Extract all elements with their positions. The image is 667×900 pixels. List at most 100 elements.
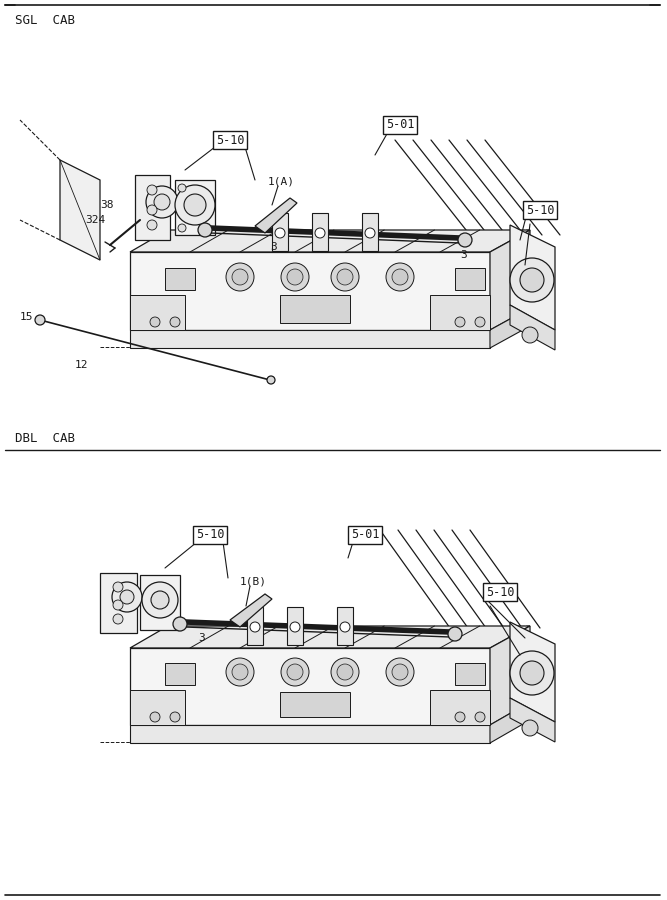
Polygon shape (130, 648, 490, 725)
Bar (165, 663, 195, 685)
Polygon shape (130, 690, 185, 725)
Polygon shape (362, 213, 378, 251)
Circle shape (113, 600, 123, 610)
Text: 3: 3 (198, 633, 205, 643)
Polygon shape (247, 607, 263, 645)
Polygon shape (490, 230, 530, 330)
Text: 1(A): 1(A) (268, 177, 295, 187)
Polygon shape (135, 175, 170, 240)
Polygon shape (430, 295, 490, 330)
Text: 5-10: 5-10 (526, 203, 554, 217)
Circle shape (510, 651, 554, 695)
Bar (455, 663, 485, 685)
Polygon shape (255, 198, 297, 233)
Circle shape (275, 228, 285, 238)
Text: SGL  CAB: SGL CAB (15, 14, 75, 26)
Text: 5-10: 5-10 (195, 528, 224, 542)
Text: 3: 3 (270, 242, 277, 252)
Polygon shape (230, 594, 272, 627)
Polygon shape (510, 225, 555, 330)
Circle shape (35, 315, 45, 325)
Circle shape (455, 317, 465, 327)
Circle shape (290, 622, 300, 632)
Polygon shape (510, 622, 555, 722)
Circle shape (331, 263, 359, 291)
Bar (280, 295, 350, 323)
Text: 324: 324 (85, 215, 105, 225)
Circle shape (147, 185, 157, 195)
Text: 3: 3 (460, 250, 467, 260)
Circle shape (232, 269, 248, 285)
Circle shape (337, 664, 353, 680)
Polygon shape (60, 160, 100, 260)
Text: 5-10: 5-10 (486, 586, 514, 598)
Polygon shape (312, 213, 328, 251)
Polygon shape (175, 180, 215, 235)
Circle shape (170, 317, 180, 327)
Circle shape (147, 205, 157, 215)
Circle shape (178, 184, 186, 192)
Circle shape (154, 194, 170, 210)
Bar (455, 268, 485, 290)
Text: 5-10: 5-10 (215, 133, 244, 147)
Polygon shape (130, 230, 530, 252)
Circle shape (386, 658, 414, 686)
Circle shape (151, 591, 169, 609)
Circle shape (173, 617, 187, 631)
Polygon shape (430, 690, 490, 725)
Circle shape (522, 327, 538, 343)
Circle shape (178, 224, 186, 232)
Polygon shape (337, 607, 353, 645)
Circle shape (113, 582, 123, 592)
Circle shape (112, 582, 142, 612)
Text: 15: 15 (20, 312, 33, 322)
Circle shape (146, 186, 178, 218)
Polygon shape (100, 573, 137, 633)
Text: 5-01: 5-01 (351, 528, 380, 542)
Circle shape (340, 622, 350, 632)
Circle shape (386, 263, 414, 291)
Circle shape (147, 220, 157, 230)
Circle shape (287, 269, 303, 285)
Circle shape (365, 228, 375, 238)
Circle shape (120, 590, 134, 604)
Circle shape (232, 664, 248, 680)
Polygon shape (130, 626, 530, 648)
Circle shape (331, 658, 359, 686)
Polygon shape (490, 626, 530, 725)
Circle shape (520, 268, 544, 292)
Circle shape (226, 658, 254, 686)
Text: 5-01: 5-01 (386, 119, 414, 131)
Circle shape (281, 263, 309, 291)
Circle shape (510, 258, 554, 302)
Polygon shape (287, 607, 303, 645)
Polygon shape (130, 725, 490, 743)
Circle shape (520, 661, 544, 685)
Polygon shape (490, 702, 530, 743)
Circle shape (475, 317, 485, 327)
Polygon shape (272, 213, 288, 251)
Circle shape (392, 269, 408, 285)
Circle shape (522, 720, 538, 736)
Polygon shape (130, 252, 490, 330)
Polygon shape (490, 308, 530, 348)
Circle shape (142, 582, 178, 618)
Circle shape (175, 185, 215, 225)
Circle shape (475, 712, 485, 722)
Text: 12: 12 (75, 360, 89, 370)
Circle shape (150, 317, 160, 327)
Circle shape (458, 233, 472, 247)
Circle shape (392, 664, 408, 680)
Circle shape (287, 664, 303, 680)
Polygon shape (130, 330, 490, 348)
Text: 38: 38 (100, 200, 113, 210)
Circle shape (198, 223, 212, 237)
Polygon shape (510, 698, 555, 742)
Polygon shape (510, 305, 555, 350)
Circle shape (267, 376, 275, 384)
Circle shape (315, 228, 325, 238)
Circle shape (150, 712, 160, 722)
Text: DBL  CAB: DBL CAB (15, 431, 75, 445)
Bar (280, 692, 350, 717)
Circle shape (170, 712, 180, 722)
